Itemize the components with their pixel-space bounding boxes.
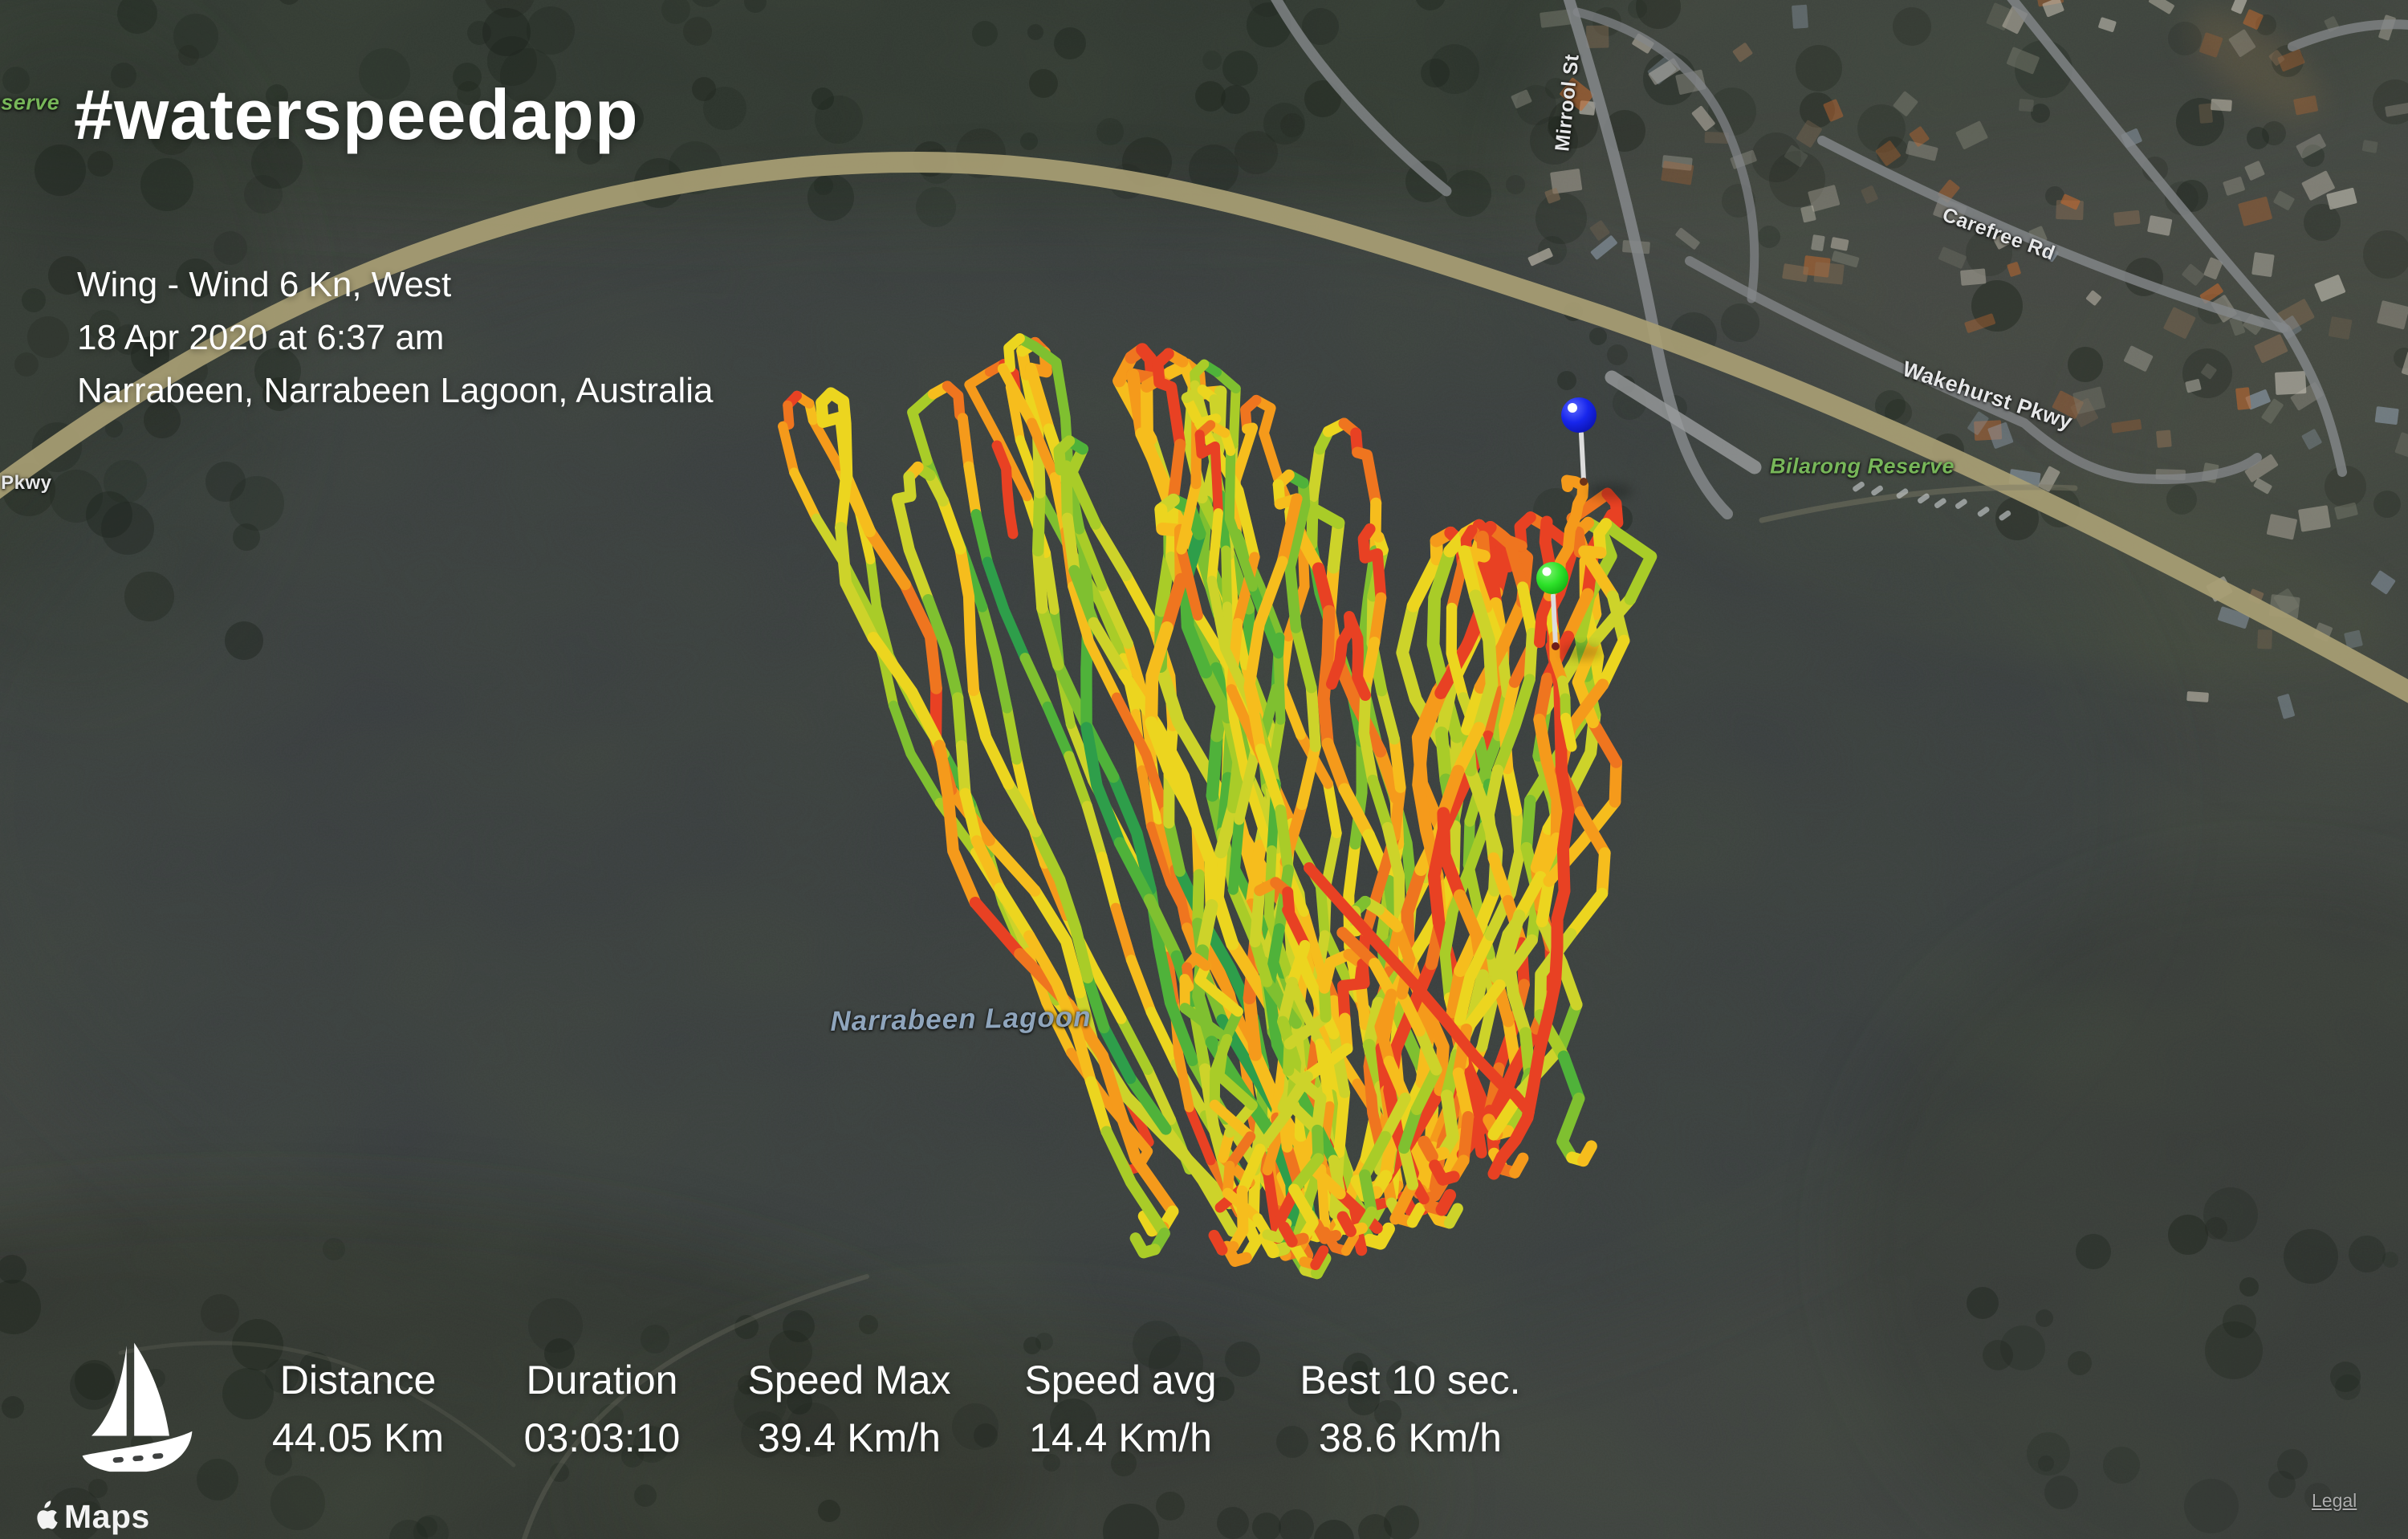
stat-speed-avg: Speed avg 14.4 Km/h	[1024, 1357, 1216, 1461]
path-reserve-sand	[1759, 484, 2078, 523]
stat-distance-value: 44.05 Km	[271, 1415, 445, 1460]
session-datetime: 18 Apr 2020 at 6:37 am	[77, 318, 445, 357]
road-carefree-rd	[1817, 136, 2347, 477]
app-title: #waterspeedapp	[74, 75, 639, 154]
map-label-narrabeen-lagoon: Narrabeen Lagoon	[830, 1001, 1092, 1037]
finish-pin-ball	[1561, 397, 1597, 433]
road-mirrool-st	[1563, 0, 1733, 519]
road-minor-top	[1271, 0, 1452, 197]
stat-speed-max: Speed Max 39.4 Km/h	[748, 1357, 951, 1461]
map-label-road-partial: t Pkwy	[0, 472, 52, 494]
suburb-houses	[1511, 0, 2408, 719]
start-pin	[1536, 562, 1568, 650]
gps-track	[778, 333, 1658, 1280]
road-wakehurst-pkwy	[0, 151, 2408, 703]
map-label-reserve-partial: eserve	[0, 90, 60, 115]
apple-logo-icon	[37, 1500, 58, 1529]
session-info: Wing - Wind 6 Kn, West 18 Apr 2020 at 6:…	[77, 259, 714, 417]
stat-speed-max-label: Speed Max	[747, 1358, 951, 1403]
map-label-bilarong-reserve: Bilarong Reserve	[1769, 454, 1955, 478]
stat-best-10s: Best 10 sec. 38.6 Km/h	[1300, 1357, 1520, 1461]
road-diagonal-1	[2007, 0, 2288, 332]
stat-speed-avg-label: Speed avg	[1024, 1358, 1217, 1403]
sailboat-icon	[82, 1342, 193, 1472]
path-forest-trail-1	[522, 1274, 869, 1539]
start-pin-shadow	[1562, 645, 1604, 659]
stat-duration-label: Duration	[526, 1358, 678, 1403]
map-pins	[1536, 397, 1633, 659]
road-reserve-driveway	[1605, 370, 1762, 474]
session-location: Narrabeen, Narrabeen Lagoon, Australia	[77, 371, 714, 410]
legal-link[interactable]: Legal	[2312, 1490, 2357, 1511]
start-pin-ball	[1536, 562, 1568, 594]
shore-boats	[1853, 481, 2011, 521]
session-activity-wind: Wing - Wind 6 Kn, West	[77, 265, 452, 304]
finish-pin	[1561, 397, 1597, 486]
maps-wordmark: Maps	[64, 1497, 150, 1535]
stat-best-10s-value: 38.6 Km/h	[1319, 1415, 1502, 1460]
path-forest-trail-2	[118, 1341, 516, 1468]
stat-best-10s-label: Best 10 sec.	[1300, 1358, 1521, 1403]
stat-distance: Distance 44.05 Km	[272, 1357, 444, 1461]
apple-maps-attribution: Maps	[31, 1496, 150, 1537]
stat-duration-value: 03:03:10	[523, 1415, 681, 1460]
road-corner	[2288, 19, 2408, 51]
stat-speed-avg-value: 14.4 Km/h	[1029, 1415, 1212, 1460]
stats-bar: Distance 44.05 Km Duration 03:03:10 Spee…	[0, 1357, 2408, 1469]
stat-speed-max-value: 39.4 Km/h	[758, 1415, 941, 1460]
road-wakehurst-parallel	[1685, 256, 2262, 484]
stat-distance-label: Distance	[279, 1358, 437, 1403]
finish-pin-shadow	[1588, 483, 1633, 499]
stat-duration: Duration 03:03:10	[524, 1357, 681, 1461]
road-residential-curve	[1572, 7, 1759, 303]
